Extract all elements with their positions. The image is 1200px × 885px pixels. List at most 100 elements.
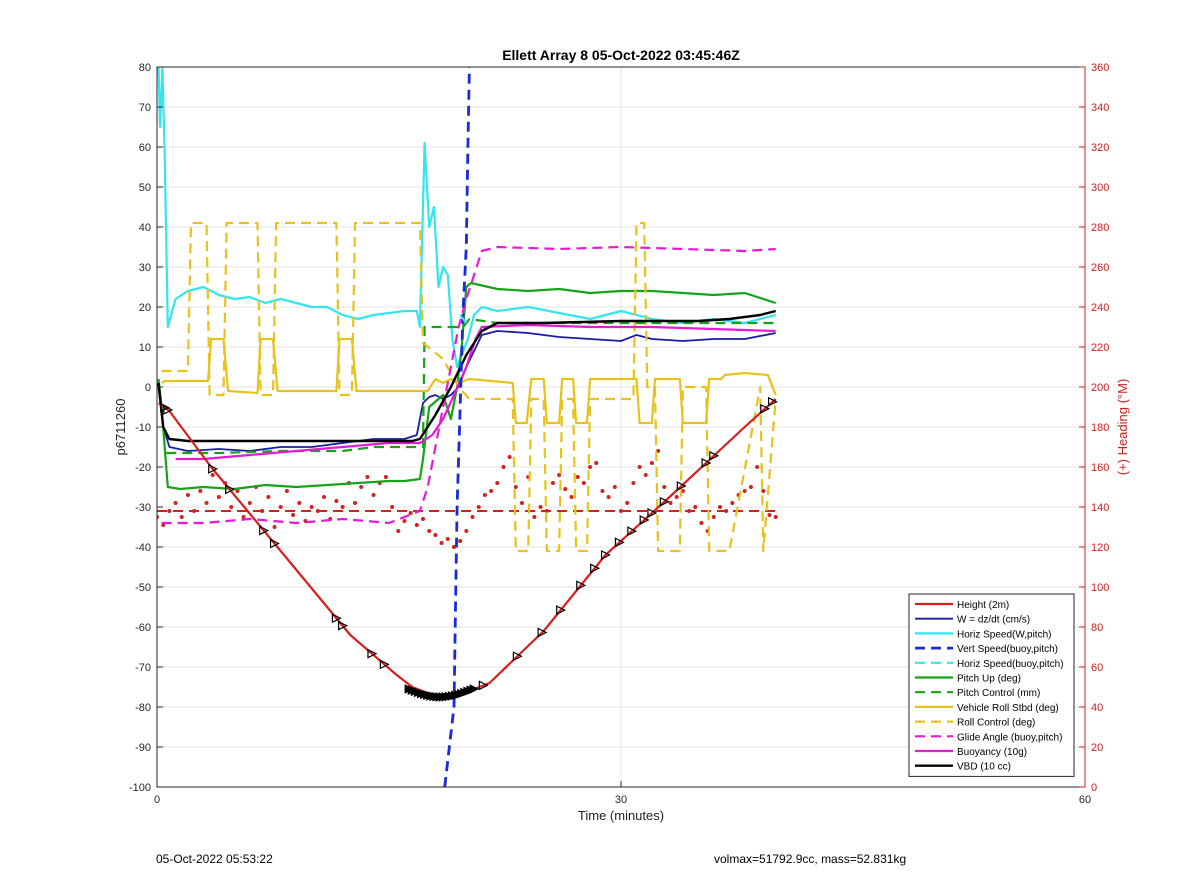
heading-point xyxy=(612,485,617,489)
height-marker xyxy=(767,396,778,407)
height-marker xyxy=(537,627,548,638)
height-marker xyxy=(556,605,567,616)
x-tick-label: 60 xyxy=(1079,794,1091,806)
heading-point xyxy=(408,511,413,515)
heading-point xyxy=(538,505,543,509)
heading-point xyxy=(278,505,283,509)
height-marker xyxy=(338,620,348,631)
heading-point xyxy=(464,529,469,533)
legend-label: Pitch Up (deg) xyxy=(957,674,1021,685)
heading-point xyxy=(192,509,197,513)
heading-point xyxy=(631,481,636,485)
height-marker xyxy=(659,496,670,507)
series-line xyxy=(161,245,776,525)
heading-point xyxy=(588,465,593,469)
legend-label: W = dz/dt (cm/s) xyxy=(957,615,1030,626)
x-tick-label: 30 xyxy=(615,794,627,806)
heading-point xyxy=(674,495,679,499)
y-left-tick-label: 10 xyxy=(139,342,151,354)
series-line xyxy=(157,309,776,443)
y-left-tick-label: -50 xyxy=(135,582,151,594)
heading-point xyxy=(173,501,178,505)
y-right-tick-label: 120 xyxy=(1091,542,1109,554)
y-left-tick-label: -30 xyxy=(135,502,151,514)
heading-point xyxy=(662,485,667,489)
y-left-tick-label: 40 xyxy=(139,222,151,234)
heading-point xyxy=(606,495,611,499)
y-left-tick-label: -60 xyxy=(135,622,151,634)
y-left-tick-label: 80 xyxy=(139,62,151,74)
y-right-tick-label: 360 xyxy=(1091,62,1109,74)
y-left-tick-label: 50 xyxy=(139,182,151,194)
heading-point xyxy=(322,495,327,499)
heading-point xyxy=(711,515,716,519)
heading-point xyxy=(687,509,692,513)
heading-point xyxy=(699,521,704,525)
y-left-tick-label: 70 xyxy=(139,102,151,114)
heading-point xyxy=(520,501,525,505)
heading-point xyxy=(185,493,190,497)
height-marker xyxy=(512,651,523,662)
heading-point xyxy=(544,509,549,513)
height-marker xyxy=(163,404,174,415)
heading-point xyxy=(291,513,296,517)
legend-label: Horiz Speed(buoy,pitch) xyxy=(957,659,1064,670)
height-marker xyxy=(379,659,390,670)
heading-point xyxy=(513,485,518,489)
height-marker xyxy=(647,508,658,518)
heading-point xyxy=(717,505,722,509)
y-left-tick-label: 30 xyxy=(139,262,151,274)
series-line xyxy=(459,314,468,324)
y-right-tick-label: 180 xyxy=(1091,422,1109,434)
height-marker xyxy=(709,450,720,461)
heading-point xyxy=(693,505,698,509)
y-right-tick-label: 200 xyxy=(1091,382,1109,394)
y-right-tick-label: 300 xyxy=(1091,182,1109,194)
heading-point xyxy=(482,493,487,497)
y-axis-left-label: p6711260 xyxy=(113,399,128,456)
heading-point xyxy=(210,473,215,477)
heading-point xyxy=(433,533,438,537)
heading-point xyxy=(755,465,760,469)
series-line xyxy=(157,281,777,491)
heading-point xyxy=(371,493,376,497)
heading-point xyxy=(581,481,586,485)
chart-title: Ellett Array 8 05-Oct-2022 03:45:46Z xyxy=(502,47,740,63)
heading-point xyxy=(396,529,401,533)
heading-point xyxy=(600,489,605,493)
legend-label: Roll Control (deg) xyxy=(957,718,1035,729)
y-left-tick-label: -70 xyxy=(135,662,151,674)
y-left-tick-label: -20 xyxy=(135,462,151,474)
height-marker xyxy=(639,515,650,525)
heading-point xyxy=(247,501,252,505)
heading-point xyxy=(569,495,574,499)
series-line xyxy=(161,221,777,553)
heading-point xyxy=(309,505,314,509)
heading-point xyxy=(179,515,184,519)
legend: Height (2m) W = dz/dt (cm/s) Horiz Speed(W… xyxy=(908,593,1075,777)
heading-point xyxy=(643,473,648,477)
height-marker xyxy=(614,537,625,548)
height-marker xyxy=(590,563,601,574)
y-right-tick-label: 340 xyxy=(1091,102,1109,114)
heading-point xyxy=(439,541,444,545)
heading-point xyxy=(266,495,271,499)
x-axis-label: Time (minutes) xyxy=(578,808,664,823)
heading-point xyxy=(427,529,432,533)
y-left-tick-label: 20 xyxy=(139,302,151,314)
heading-point xyxy=(470,515,475,519)
series-line xyxy=(157,330,776,452)
y-left-tick-label: -90 xyxy=(135,742,151,754)
heading-point xyxy=(730,501,735,505)
heading-point xyxy=(359,485,364,489)
axes: -100-90-80-70-60-50-40-30-20-10010203040… xyxy=(129,62,1109,806)
legend-label: Horiz Speed(W,pitch) xyxy=(957,629,1051,640)
heading-point xyxy=(216,495,221,499)
heading-point xyxy=(235,489,240,493)
y-left-tick-label: -80 xyxy=(135,702,151,714)
heading-point xyxy=(241,515,246,519)
legend-label: Pitch Control (mm) xyxy=(957,688,1040,699)
y-right-tick-label: 40 xyxy=(1091,702,1103,714)
y-right-tick-label: 0 xyxy=(1091,782,1097,794)
